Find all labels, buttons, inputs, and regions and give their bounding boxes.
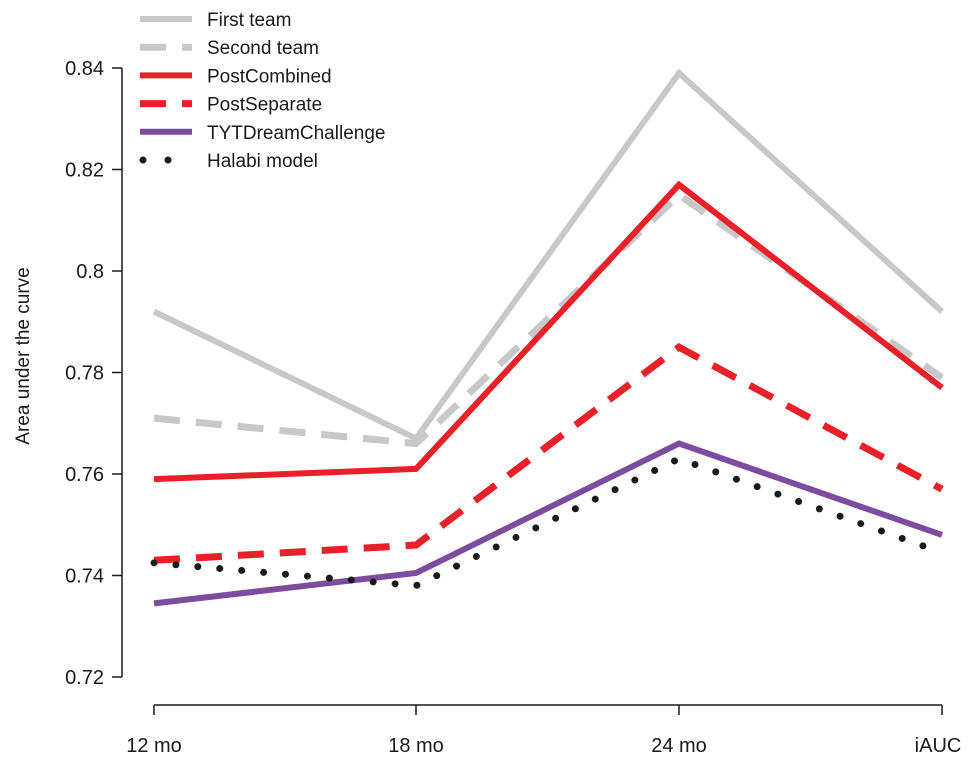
legend: First team Second team PostCombined PostSep… bbox=[139, 10, 385, 172]
y-ticks: 0.72 0.74 0.76 0.78 0.8 0.82 0.84 bbox=[65, 58, 122, 689]
series-postseparate bbox=[153, 342, 944, 564]
legend-item: Halabi model bbox=[139, 151, 318, 172]
series-line bbox=[152, 68, 945, 443]
series-layer bbox=[150, 68, 946, 607]
legend-item: Second team bbox=[140, 38, 319, 59]
series-second-team bbox=[153, 190, 944, 448]
legend-label: Halabi model bbox=[207, 151, 318, 172]
legend-item: PostSeparate bbox=[140, 95, 322, 116]
legend-label: Second team bbox=[207, 38, 319, 59]
series-halabi-model bbox=[150, 454, 946, 590]
x-tick-label: 18 mo bbox=[388, 735, 444, 757]
series-line bbox=[153, 440, 943, 607]
series-line bbox=[150, 454, 946, 590]
y-tick-label: 0.84 bbox=[65, 58, 104, 80]
series-first-team bbox=[152, 68, 945, 443]
x-tick-label: iAUC bbox=[915, 735, 962, 757]
series-line bbox=[153, 180, 944, 483]
y-tick-label: 0.72 bbox=[65, 667, 104, 689]
y-tick-label: 0.8 bbox=[76, 261, 104, 283]
series-postcombined bbox=[153, 180, 944, 483]
x-tick-label: 12 mo bbox=[126, 735, 182, 757]
series-line bbox=[153, 342, 944, 564]
axes: 0.72 0.74 0.76 0.78 0.8 0.82 0.84 12 mo 18 mo 24… bbox=[65, 58, 961, 757]
y-tick-label: 0.82 bbox=[65, 160, 104, 182]
legend-label: First team bbox=[207, 10, 291, 31]
series-line bbox=[153, 190, 944, 448]
legend-label: PostCombined bbox=[207, 66, 332, 87]
y-axis-title: Area under the curve bbox=[13, 267, 34, 444]
legend-label: TYTDreamChallenge bbox=[207, 123, 385, 144]
series-tytdreamchallenge bbox=[153, 440, 943, 607]
x-ticks: 12 mo 18 mo 24 mo iAUC bbox=[126, 705, 961, 757]
y-tick-label: 0.78 bbox=[65, 363, 104, 385]
legend-item: First team bbox=[140, 10, 291, 31]
y-tick-label: 0.74 bbox=[65, 566, 104, 588]
x-tick-label: 24 mo bbox=[651, 735, 707, 757]
legend-item: TYTDreamChallenge bbox=[140, 123, 385, 144]
legend-item: PostCombined bbox=[140, 66, 332, 87]
legend-label: PostSeparate bbox=[207, 95, 322, 116]
y-tick-label: 0.76 bbox=[65, 464, 104, 486]
